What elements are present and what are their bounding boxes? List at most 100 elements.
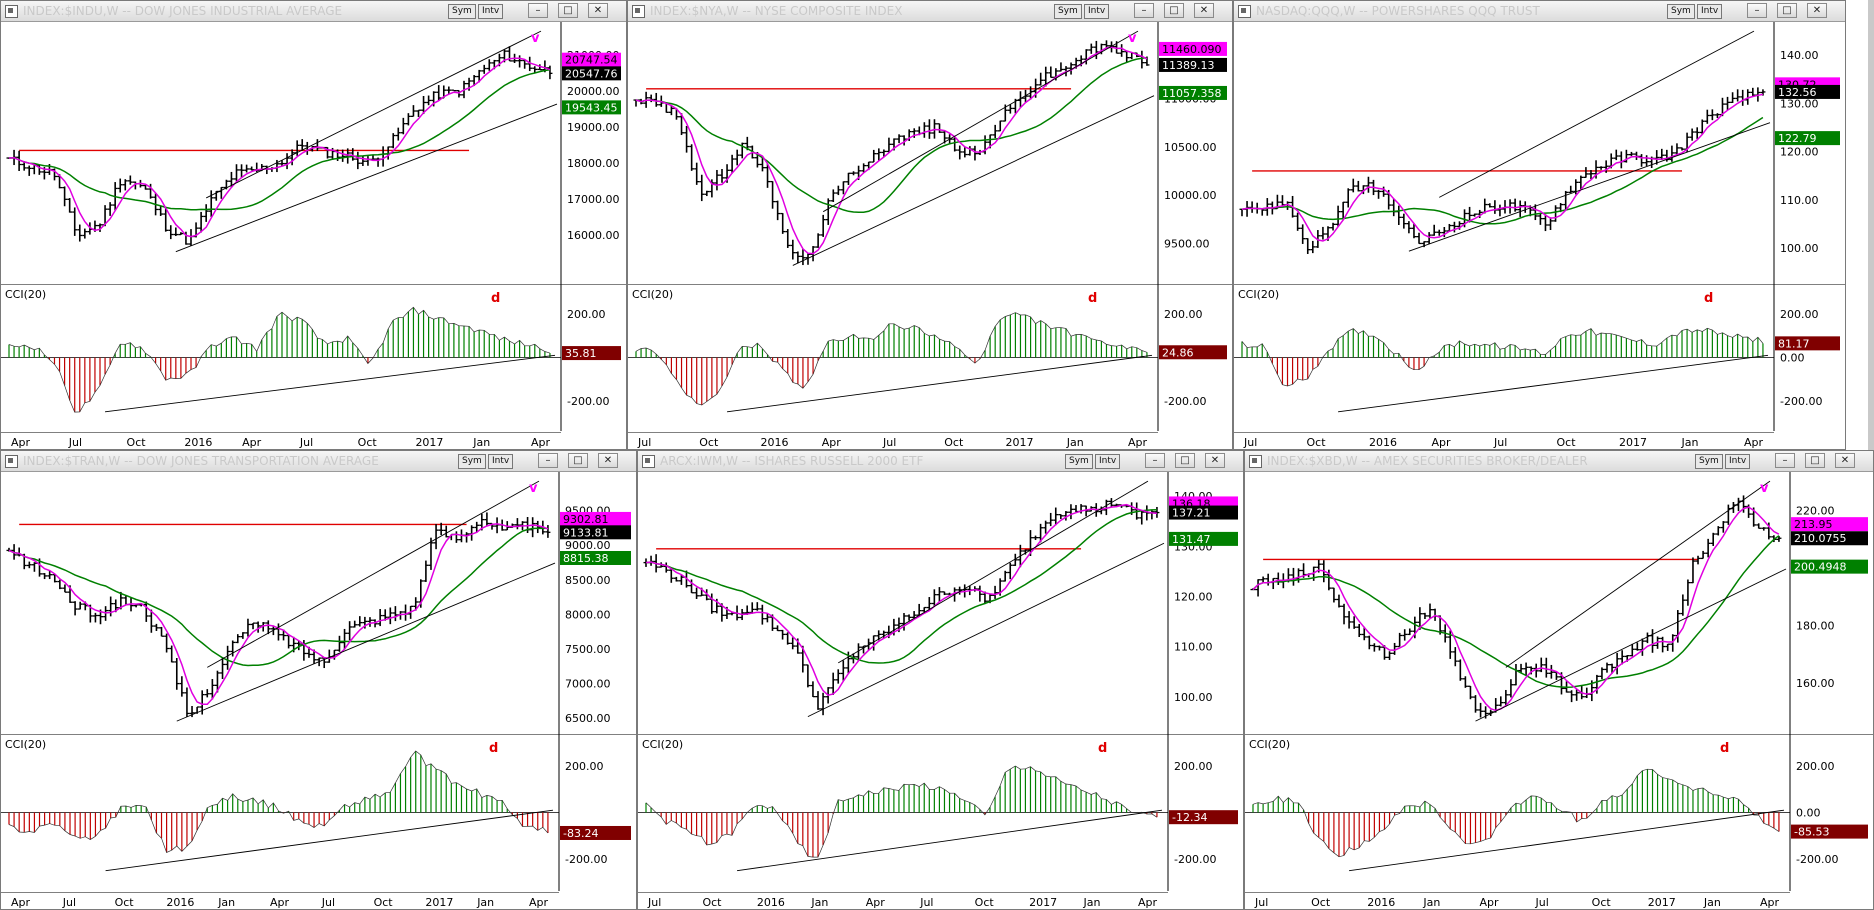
minimize-button[interactable]: – (1134, 3, 1154, 18)
minimize-button[interactable]: – (1775, 453, 1795, 468)
maximize-button[interactable]: □ (1164, 3, 1184, 18)
ohlc-bar (673, 576, 679, 582)
ohlc-bar (1038, 72, 1044, 86)
sym-button[interactable]: Sym (448, 4, 476, 19)
trend-line (175, 103, 558, 253)
x-tick-label: 2016 (1369, 436, 1397, 448)
ohlc-bar (668, 105, 674, 116)
ohlc-bar (1543, 657, 1549, 678)
ohlc-bar (158, 206, 164, 216)
y-tick-label: 130.00 (1780, 97, 1819, 110)
y-tick-label: 7500.00 (565, 643, 611, 656)
ohlc-bar (203, 204, 209, 222)
ohlc-bar (350, 148, 356, 161)
ohlc-bar (214, 670, 220, 693)
x-tick-label: Oct (1311, 896, 1331, 908)
cci-label: CCI(20) (5, 288, 46, 301)
ohlc-bar (336, 635, 342, 652)
intv-button[interactable]: Intv (1095, 454, 1121, 469)
ohlc-bar (395, 127, 401, 141)
ohlc-bar (1639, 638, 1645, 656)
ohlc-bar (62, 186, 68, 207)
chart-window-indu[interactable]: INDEX:$INDU,W -- DOW JONES INDUSTRIAL AV… (0, 0, 627, 450)
chart-window-nya[interactable]: INDEX:$NYA,W -- NYSE COMPOSITE INDEX Sym I… (627, 0, 1233, 450)
sym-button[interactable]: Sym (1065, 454, 1093, 469)
chart-window-iwm[interactable]: ARCX:IWM,W -- ISHARES RUSSELL 2000 ETF Sy… (637, 450, 1244, 910)
close-button[interactable]: ✕ (1807, 3, 1827, 18)
y-tick-label: 20000.00 (567, 85, 620, 98)
x-axis: Jul Oct 2016 Jan Apr Jul Oct 2017 Jan Apr (1245, 892, 1790, 908)
sym-button[interactable]: Sym (1695, 454, 1723, 469)
ohlc-bar (1695, 555, 1701, 565)
minimize-button[interactable]: – (538, 453, 558, 468)
ohlc-bar (1699, 119, 1705, 135)
chart-window-xbd[interactable]: INDEX:$XBD,W -- AMEX SECURITIES BROKER/D… (1244, 450, 1874, 910)
close-button[interactable]: ✕ (588, 3, 608, 18)
close-button[interactable]: ✕ (1205, 453, 1225, 468)
close-button[interactable]: ✕ (598, 453, 618, 468)
ohlc-bar (1310, 240, 1316, 254)
ohlc-bar (168, 225, 174, 240)
ohlc-bar (484, 512, 490, 527)
close-button[interactable]: ✕ (1194, 3, 1214, 18)
vertical-scrollbar[interactable] (1868, 0, 1874, 450)
ohlc-bar (1336, 594, 1342, 608)
cci-tick-label: -200.00 (1174, 853, 1216, 866)
ohlc-bar (754, 602, 760, 611)
minimize-button[interactable]: – (1747, 3, 1767, 18)
chart-window-qqq[interactable]: NASDAQ:QQQ,W -- POWERSHARES QQQ TRUST Sym… (1233, 0, 1846, 450)
ohlc-bar (1265, 573, 1271, 586)
maximize-button[interactable]: □ (1777, 3, 1797, 18)
minimize-button[interactable]: – (528, 3, 548, 18)
cci-label: CCI(20) (642, 738, 683, 751)
intv-button[interactable]: Intv (488, 454, 514, 469)
cci-tick-label: -200.00 (565, 853, 607, 866)
sym-button[interactable]: Sym (1667, 4, 1695, 19)
minimize-button[interactable]: – (1145, 453, 1165, 468)
ohlc-bar (16, 150, 22, 172)
annotation-d: d (1720, 741, 1729, 756)
ohlc-bar (1623, 149, 1629, 163)
ohlc-bar (494, 517, 500, 534)
ohlc-bar (840, 181, 846, 195)
last-price-label: 11389.13 (1159, 57, 1227, 72)
cci-tick-label: 200.00 (1780, 308, 1819, 321)
intv-button[interactable]: Intv (1084, 4, 1110, 19)
ohlc-bar (1709, 109, 1715, 121)
sym-button[interactable]: Sym (458, 454, 486, 469)
ohlc-bar (1528, 666, 1534, 675)
cci-tick-label: 200.00 (1174, 760, 1213, 773)
maximize-button[interactable]: □ (1805, 453, 1825, 468)
ohlc-bar (775, 625, 781, 632)
ohlc-bar (810, 681, 816, 698)
chart-app-icon (1249, 455, 1262, 468)
cci-trend-line (1349, 809, 1785, 872)
ohlc-bar (416, 109, 421, 117)
intv-button[interactable]: Intv (1697, 4, 1723, 19)
sym-button[interactable]: Sym (1054, 4, 1082, 19)
cci-panel: CCI(20) 200.00 -200.00 d 24.86 (628, 284, 1232, 431)
ma-slow-line (635, 57, 1147, 214)
ohlc-bar (1472, 213, 1478, 217)
ohlc-bar (881, 630, 887, 639)
ohlc-bar (1411, 223, 1417, 239)
x-tick-label: Oct (1307, 436, 1327, 448)
svg-text:131.47: 131.47 (1172, 533, 1211, 546)
window-title: ARCX:IWM,W -- ISHARES RUSSELL 2000 ETF (660, 454, 924, 468)
intv-button[interactable]: Intv (478, 4, 504, 19)
close-button[interactable]: ✕ (1835, 453, 1855, 468)
chart-window-tran[interactable]: INDEX:$TRAN,W -- DOW JONES TRANSPORTATIO… (0, 450, 637, 910)
x-tick-label: Oct (975, 896, 995, 908)
maximize-button[interactable]: □ (568, 453, 588, 468)
ohlc-bar (235, 634, 241, 644)
ohlc-bar (240, 632, 246, 639)
chart-app-icon (642, 455, 655, 468)
y-tick-label: 180.00 (1796, 620, 1835, 633)
ohlc-bar (1346, 611, 1352, 629)
ohlc-bar (709, 179, 715, 198)
x-tick-label: Apr (270, 896, 290, 908)
annotation-v: v (531, 31, 540, 46)
intv-button[interactable]: Intv (1725, 454, 1751, 469)
maximize-button[interactable]: □ (558, 3, 578, 18)
maximize-button[interactable]: □ (1175, 453, 1195, 468)
